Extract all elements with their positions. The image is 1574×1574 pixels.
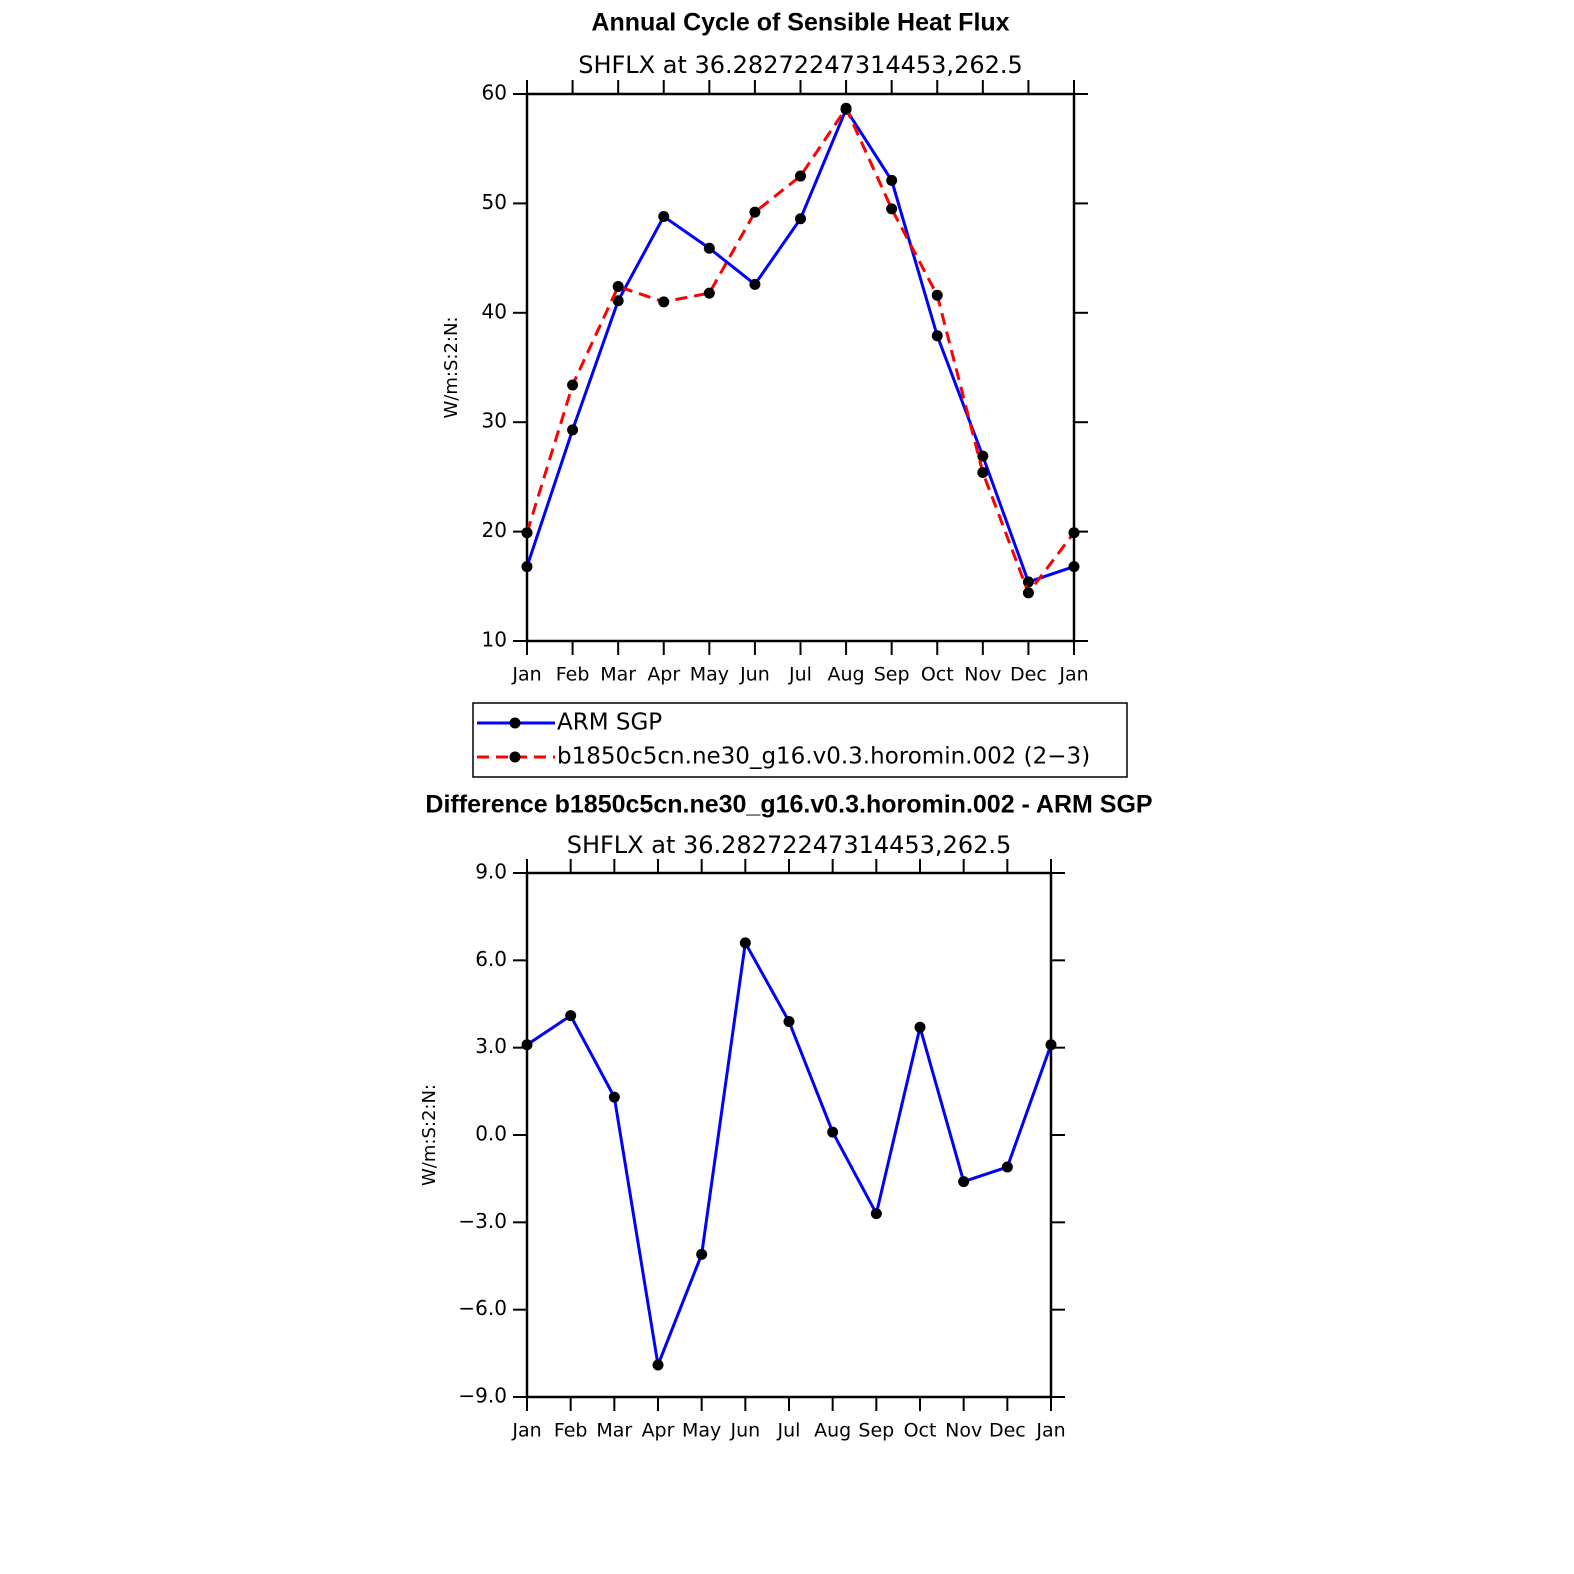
- point: [795, 213, 806, 225]
- y-tick-label: 30: [482, 409, 507, 433]
- y-tick-label: −6.0: [458, 1296, 507, 1320]
- point: [795, 170, 806, 182]
- chart-subtitle: SHFLX at 36.28272247314453,262.5: [567, 831, 1012, 859]
- x-tick-label: Jan: [511, 1420, 541, 1442]
- point: [749, 278, 761, 290]
- x-tick-label: Dec: [1010, 664, 1047, 686]
- point: [870, 1208, 882, 1220]
- x-tick-label: Mar: [600, 664, 636, 686]
- y-tick-label: 3.0: [475, 1034, 507, 1058]
- point: [1045, 1039, 1057, 1051]
- point: [958, 1176, 970, 1188]
- x-tick-label: Jan: [511, 664, 541, 686]
- x-tick-label: Oct: [921, 664, 954, 686]
- y-tick-label: −3.0: [458, 1209, 507, 1233]
- y-tick-label: 20: [482, 518, 507, 542]
- point: [783, 1015, 795, 1027]
- y-tick-label: 9.0: [475, 860, 507, 884]
- x-tick-label: Jan: [1035, 1420, 1065, 1442]
- point: [567, 379, 579, 391]
- y-tick-label: 40: [482, 299, 507, 323]
- x-tick-label: Jun: [729, 1420, 760, 1442]
- point: [931, 330, 943, 342]
- legend-marker: [509, 717, 521, 729]
- point: [703, 287, 715, 299]
- x-tick-label: Feb: [554, 1420, 588, 1442]
- point: [567, 424, 579, 436]
- point: [703, 242, 715, 254]
- x-tick-label: Jan: [1058, 664, 1088, 686]
- point: [1022, 576, 1034, 588]
- point: [840, 102, 852, 114]
- x-tick-label: Jul: [777, 1420, 801, 1442]
- x-tick-label: Mar: [596, 1420, 632, 1442]
- series-line: [526, 938, 1053, 1371]
- x-tick-label: Feb: [556, 664, 590, 686]
- point: [749, 206, 761, 218]
- point: [886, 174, 898, 186]
- x-tick-label: May: [690, 664, 729, 686]
- y-tick-label: 60: [482, 81, 507, 105]
- chart-title: Annual Cycle of Sensible Heat Flux: [591, 9, 1009, 37]
- point: [977, 467, 989, 479]
- point: [931, 289, 943, 301]
- point: [658, 296, 670, 308]
- y-axis-label: W/m:S:2:N:: [419, 1084, 440, 1186]
- point: [696, 1248, 708, 1260]
- y-tick-label: −9.0: [458, 1384, 507, 1408]
- point: [1001, 1161, 1013, 1173]
- legend-box: [472, 702, 1128, 778]
- y-tick-label: 6.0: [475, 947, 507, 971]
- x-tick-label: Apr: [647, 664, 680, 686]
- x-tick-label: Aug: [814, 1420, 851, 1442]
- point: [739, 937, 751, 949]
- legend-label: ARM SGP: [557, 710, 662, 736]
- x-tick-label: Nov: [964, 664, 1001, 686]
- y-tick-label: 50: [482, 190, 507, 214]
- point: [521, 561, 533, 573]
- x-tick-label: Aug: [828, 664, 865, 686]
- point: [1022, 587, 1034, 599]
- y-tick-label: 0.0: [475, 1122, 507, 1146]
- x-tick-label: Sep: [874, 664, 910, 686]
- x-tick-label: Oct: [904, 1420, 937, 1442]
- point: [886, 203, 898, 215]
- point: [565, 1010, 577, 1022]
- x-tick-label: Nov: [945, 1420, 982, 1442]
- point: [521, 1039, 533, 1051]
- point: [914, 1021, 926, 1033]
- legend-label: b1850c5cn.ne30_g16.v0.3.horomin.002 (2−3…: [557, 744, 1090, 770]
- chart-subtitle: SHFLX at 36.28272247314453,262.5: [578, 51, 1023, 79]
- x-tick-label: Apr: [642, 1420, 675, 1442]
- point: [1068, 527, 1080, 539]
- point: [521, 527, 533, 539]
- point: [827, 1126, 839, 1138]
- plot-frame: [525, 871, 1053, 1399]
- point: [612, 281, 624, 293]
- x-tick-label: Dec: [989, 1420, 1026, 1442]
- legend-marker: [509, 751, 521, 763]
- point: [658, 211, 670, 223]
- y-axis-label: W/m:S:2:N:: [441, 317, 462, 419]
- point: [652, 1359, 664, 1371]
- point: [1068, 561, 1080, 573]
- x-tick-label: Jul: [788, 664, 812, 686]
- x-tick-label: Jun: [739, 664, 770, 686]
- x-tick-label: Sep: [858, 1420, 894, 1442]
- point: [612, 295, 624, 307]
- chart-title: Difference b1850c5cn.ne30_g16.v0.3.horom…: [425, 791, 1152, 819]
- y-tick-label: 10: [482, 628, 507, 652]
- point: [977, 450, 989, 462]
- x-tick-label: May: [682, 1420, 721, 1442]
- point: [608, 1091, 620, 1103]
